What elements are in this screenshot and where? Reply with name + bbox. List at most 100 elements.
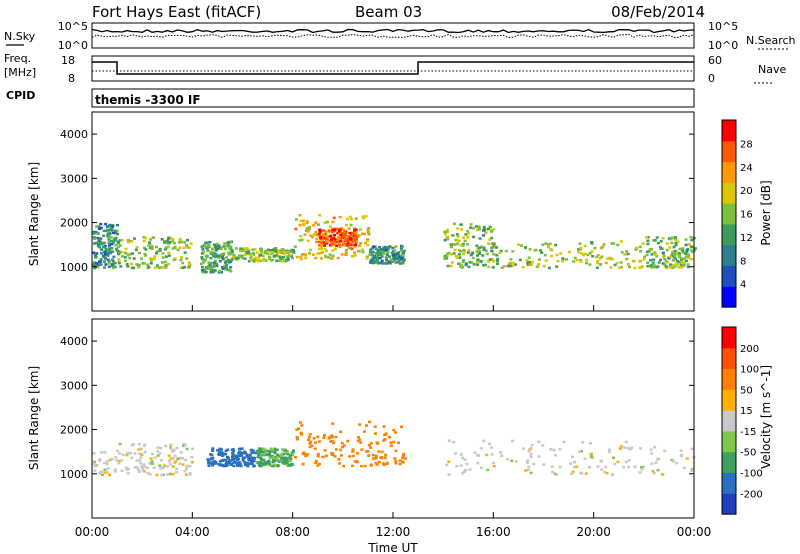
- data-cell: [103, 266, 106, 269]
- data-cell: [589, 454, 593, 458]
- data-cell: [463, 239, 467, 243]
- data-cell: [383, 262, 387, 265]
- data-cell: [650, 452, 654, 455]
- data-cell: [330, 242, 334, 245]
- data-cell: [307, 436, 311, 439]
- data-cell: [108, 458, 112, 462]
- data-cell: [353, 254, 357, 257]
- data-cell: [490, 249, 494, 253]
- data-cell: [218, 460, 222, 463]
- data-cell: [394, 261, 398, 264]
- data-cell: [119, 250, 123, 254]
- data-cell: [679, 263, 683, 266]
- data-cell: [339, 239, 343, 243]
- data-cell: [642, 465, 646, 469]
- data-cell: [306, 453, 309, 456]
- data-cell: [139, 456, 143, 459]
- data-cell: [137, 263, 141, 267]
- data-cell: [223, 247, 227, 251]
- data-cell: [120, 459, 124, 462]
- data-cell: [678, 253, 682, 256]
- data-cell: [690, 467, 694, 471]
- data-cell: [207, 459, 211, 463]
- data-cell: [221, 257, 225, 261]
- data-cell: [99, 241, 103, 245]
- data-cell: [369, 463, 373, 466]
- data-cell: [137, 266, 141, 269]
- data-cell: [170, 450, 174, 453]
- data-cell: [230, 462, 233, 466]
- data-cell: [400, 254, 404, 257]
- data-cell: [270, 249, 274, 252]
- data-cell: [182, 444, 185, 447]
- data-cell: [339, 233, 343, 236]
- data-cell: [385, 259, 389, 262]
- data-cell: [309, 248, 312, 252]
- data-cell: [551, 470, 555, 474]
- data-cell: [672, 256, 676, 259]
- data-cell: [345, 217, 349, 221]
- data-cell: [492, 242, 496, 245]
- data-cell: [381, 462, 385, 465]
- data-cell: [231, 448, 235, 451]
- data-cell: [653, 239, 657, 242]
- data-cell: [527, 450, 531, 453]
- data-cell: [619, 240, 623, 243]
- colorbar-swatch: [722, 265, 736, 287]
- colorbar-tick-label: -200: [740, 489, 763, 500]
- data-cell: [339, 236, 343, 240]
- data-cell: [472, 235, 475, 239]
- data-cell: [343, 232, 347, 236]
- data-cell: [606, 257, 610, 260]
- data-cell: [306, 230, 310, 233]
- data-cell: [544, 242, 548, 245]
- data-cell: [180, 256, 183, 259]
- data-cell: [517, 243, 520, 246]
- data-cell: [95, 225, 99, 228]
- data-cell: [654, 461, 658, 465]
- data-cell: [206, 249, 210, 252]
- data-cell: [404, 457, 408, 460]
- data-cell: [374, 432, 377, 435]
- data-cell: [301, 222, 305, 226]
- data-cell: [601, 245, 605, 249]
- data-cell: [561, 260, 565, 263]
- data-cell: [461, 242, 465, 246]
- data-cell: [385, 253, 389, 256]
- data-cell: [153, 456, 157, 459]
- data-cell: [491, 246, 495, 249]
- data-cell: [518, 258, 522, 262]
- data-cell: [655, 255, 659, 258]
- data-cell: [528, 260, 531, 264]
- data-cell: [308, 440, 312, 444]
- data-cell: [384, 256, 388, 259]
- data-cell: [342, 464, 346, 468]
- velocity-y-axis-label: Slant Range [km]: [27, 366, 41, 470]
- data-cell: [352, 227, 356, 230]
- data-cell: [352, 237, 356, 240]
- cpid-text: themis -3300 IF: [95, 93, 201, 107]
- data-cell: [392, 428, 396, 432]
- data-cell: [622, 465, 626, 469]
- freq-unit: [MHz]: [4, 66, 36, 79]
- data-cell: [393, 457, 397, 460]
- data-cell: [92, 231, 96, 235]
- data-cell: [226, 456, 230, 460]
- data-cell: [583, 457, 587, 461]
- data-cell: [93, 237, 97, 241]
- data-cell: [149, 457, 153, 460]
- data-cell: [377, 262, 381, 265]
- data-cell: [227, 261, 231, 264]
- data-cell: [474, 225, 478, 228]
- data-cell: [143, 252, 147, 256]
- data-cell: [175, 470, 178, 474]
- data-cell: [309, 234, 313, 237]
- data-cell: [525, 259, 529, 262]
- data-cell: [579, 248, 583, 251]
- data-cell: [596, 259, 600, 263]
- data-cell: [117, 245, 121, 248]
- data-cell: [217, 463, 221, 466]
- data-cell: [396, 257, 400, 261]
- colorbar-swatch: [722, 203, 736, 225]
- data-cell: [380, 247, 384, 251]
